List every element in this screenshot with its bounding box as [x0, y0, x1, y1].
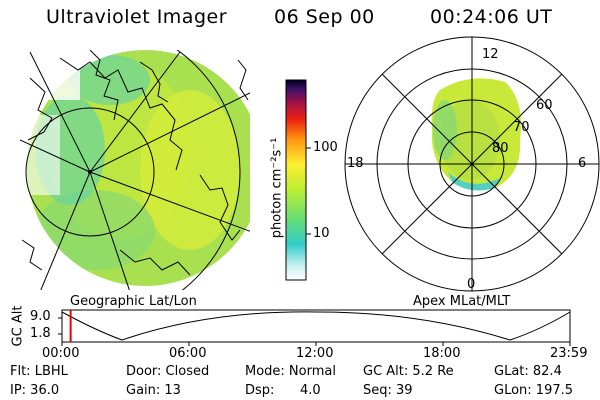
lat-label-70: 70 [513, 120, 530, 135]
lat-label-60: 60 [536, 98, 553, 113]
status-mode: Mode: Normal [245, 364, 336, 379]
geographic-image [20, 50, 250, 290]
colorbar-unit-label: photon cm⁻²s⁻¹ [269, 137, 285, 239]
orbit-x-tick-0000: 00:00 [42, 346, 80, 361]
status-dsp-value: 4.0 [300, 383, 321, 398]
colorbar-tick-100: 100 [313, 140, 338, 155]
colorbar-tick-10: 10 [313, 226, 330, 241]
status-glat: GLat: 82.4 [494, 364, 562, 379]
orbit-x-tick-1800: 18:00 [423, 346, 461, 361]
status-gc-alt: GC Alt: 5.2 Re [363, 364, 454, 379]
geographic-panel-label: Geographic Lat/Lon [70, 294, 197, 309]
status-gain: Gain: 13 [126, 383, 181, 398]
status-seq: Seq: 39 [363, 383, 413, 398]
mlt-label-18: 18 [347, 156, 364, 171]
orbit-y-tick-high: 9.0 [30, 309, 51, 324]
date-label: 06 Sep 00 [274, 6, 375, 28]
instrument-title: Ultraviolet Imager [46, 6, 228, 28]
orbit-x-tick-0600: 06:00 [169, 346, 207, 361]
orbit-altitude-strip [58, 309, 571, 346]
status-filter: Flt: LBHL [10, 364, 68, 379]
mlt-label-12: 12 [482, 47, 499, 62]
time-label: 00:24:06 UT [430, 6, 553, 28]
status-ip: IP: 36.0 [10, 383, 60, 398]
status-glon: GLon: 197.5 [494, 383, 574, 398]
status-door: Door: Closed [126, 364, 210, 379]
orbit-axis-title: GC Alt [10, 305, 26, 347]
colorbar [285, 79, 307, 281]
mlt-label-0: 0 [467, 277, 476, 292]
status-dsp-key: Dsp: [245, 383, 275, 398]
orbit-x-tick-2359: 23:59 [550, 346, 588, 361]
apex-polar-plot [344, 36, 600, 292]
orbit-y-tick-low: 1.8 [30, 326, 51, 341]
orbit-x-tick-1200: 12:00 [296, 346, 334, 361]
apex-panel-label: Apex MLat/MLT [413, 294, 511, 309]
lat-label-80: 80 [492, 141, 509, 156]
mlt-label-6: 6 [578, 156, 587, 171]
